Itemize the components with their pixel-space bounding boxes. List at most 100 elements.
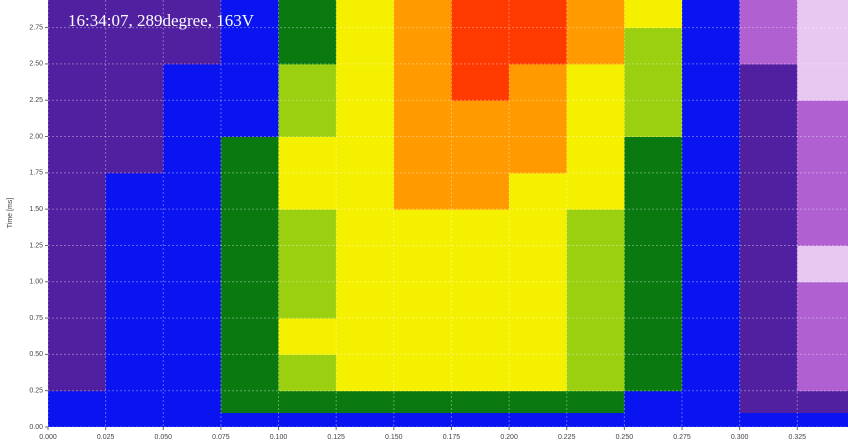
heatmap-cell (682, 318, 740, 355)
heatmap-cell (279, 318, 337, 355)
heatmap-cell (797, 354, 848, 391)
heatmap-cell (451, 0, 509, 28)
heatmap-cell (451, 100, 509, 137)
heatmap-cell (797, 137, 848, 174)
heatmap-cell (394, 282, 452, 319)
heatmap-cell (567, 391, 625, 413)
x-tick-label: 0.325 (789, 434, 807, 441)
x-tick-label: 0.075 (212, 434, 230, 441)
heatmap-cell (48, 318, 106, 355)
heatmap-cell (394, 245, 452, 282)
heatmap-cell (451, 354, 509, 391)
heatmap-cell (567, 173, 625, 210)
heatmap-cell (163, 318, 221, 355)
heatmap-cell (567, 354, 625, 391)
heatmap-cell (797, 0, 848, 28)
heatmap-cell (221, 209, 279, 246)
heatmap-cell (221, 64, 279, 101)
x-tick-label: 0.175 (443, 434, 461, 441)
y-tick-label: 0.00 (29, 424, 43, 431)
heatmap-cell (394, 173, 452, 210)
heatmap-cell (394, 209, 452, 246)
heatmap-cell (509, 28, 567, 65)
heatmap-cell (163, 173, 221, 210)
heatmap-cell (624, 391, 682, 413)
heatmap-cell (394, 100, 452, 137)
heatmap-cell (797, 412, 848, 427)
heatmap-cell (106, 245, 164, 282)
heatmap-cell (163, 245, 221, 282)
y-tick-label: 2.50 (29, 61, 43, 68)
heatmap-cell (106, 354, 164, 391)
heatmap-cell (336, 245, 394, 282)
heatmap-cell (624, 100, 682, 137)
heatmap-cell (740, 282, 798, 319)
heatmap-cell (797, 282, 848, 319)
heatmap-cell (221, 173, 279, 210)
heatmap-cell (221, 28, 279, 65)
heatmap-cell (394, 64, 452, 101)
x-tick-label: 0.150 (385, 434, 403, 441)
heatmap-cell (797, 318, 848, 355)
heatmap-cell (509, 173, 567, 210)
heatmap-cell (394, 28, 452, 65)
heatmap-cell (567, 64, 625, 101)
heatmap-cell (106, 137, 164, 174)
heatmap-cell (451, 173, 509, 210)
heatmap-cell (509, 282, 567, 319)
heatmap-cell (682, 209, 740, 246)
heatmap-cell (221, 391, 279, 413)
x-tick-label: 0.050 (155, 434, 173, 441)
y-tick-label: 0.75 (29, 315, 43, 322)
heatmap-cell (682, 0, 740, 28)
heatmap-cell (624, 282, 682, 319)
heatmap-cell (279, 100, 337, 137)
heatmap-cell (740, 354, 798, 391)
y-tick-label: 2.75 (29, 24, 43, 31)
heatmap-cell (624, 318, 682, 355)
heatmap-cell (740, 391, 798, 413)
heatmap-cell (279, 64, 337, 101)
y-tick-label: 1.00 (29, 279, 43, 286)
heatmap-cell (279, 354, 337, 391)
y-tick-label: 1.25 (29, 242, 43, 249)
heatmap-cell (682, 354, 740, 391)
heatmap-cell (394, 391, 452, 413)
heatmap-cell (509, 412, 567, 427)
heatmap-cell (624, 173, 682, 210)
heatmap-cell (106, 209, 164, 246)
heatmap-cell (624, 245, 682, 282)
heatmap-cell (336, 391, 394, 413)
heatmap-cell (451, 209, 509, 246)
x-tick-label: 0.025 (97, 434, 115, 441)
heatmap-cell (451, 64, 509, 101)
heatmap-cell (567, 245, 625, 282)
heatmap-cell (509, 0, 567, 28)
heatmap-cell (567, 412, 625, 427)
heatmap-cell (279, 209, 337, 246)
heatmap-cell (106, 282, 164, 319)
heatmap-cell (509, 245, 567, 282)
heatmap-cell (336, 0, 394, 28)
heatmap-cell (221, 245, 279, 282)
heatmap-cell (797, 64, 848, 101)
heatmap-cell (567, 282, 625, 319)
heatmap-cell (740, 64, 798, 101)
heatmap-cell (279, 282, 337, 319)
heatmap-cell (336, 28, 394, 65)
heatmap-cell (106, 64, 164, 101)
heatmap-cell (451, 28, 509, 65)
heatmap-cell (740, 100, 798, 137)
heatmap-cell (48, 100, 106, 137)
heatmap-cell (740, 209, 798, 246)
heatmap-cell (394, 137, 452, 174)
heatmap-cell (163, 391, 221, 413)
heatmap-cell (279, 173, 337, 210)
heatmap-cell (163, 354, 221, 391)
heatmap-cell (797, 173, 848, 210)
heatmap-cell (682, 28, 740, 65)
heatmap-cell (279, 412, 337, 427)
heatmap-cell (797, 28, 848, 65)
heatmap-cell (336, 412, 394, 427)
heatmap-cell (221, 354, 279, 391)
